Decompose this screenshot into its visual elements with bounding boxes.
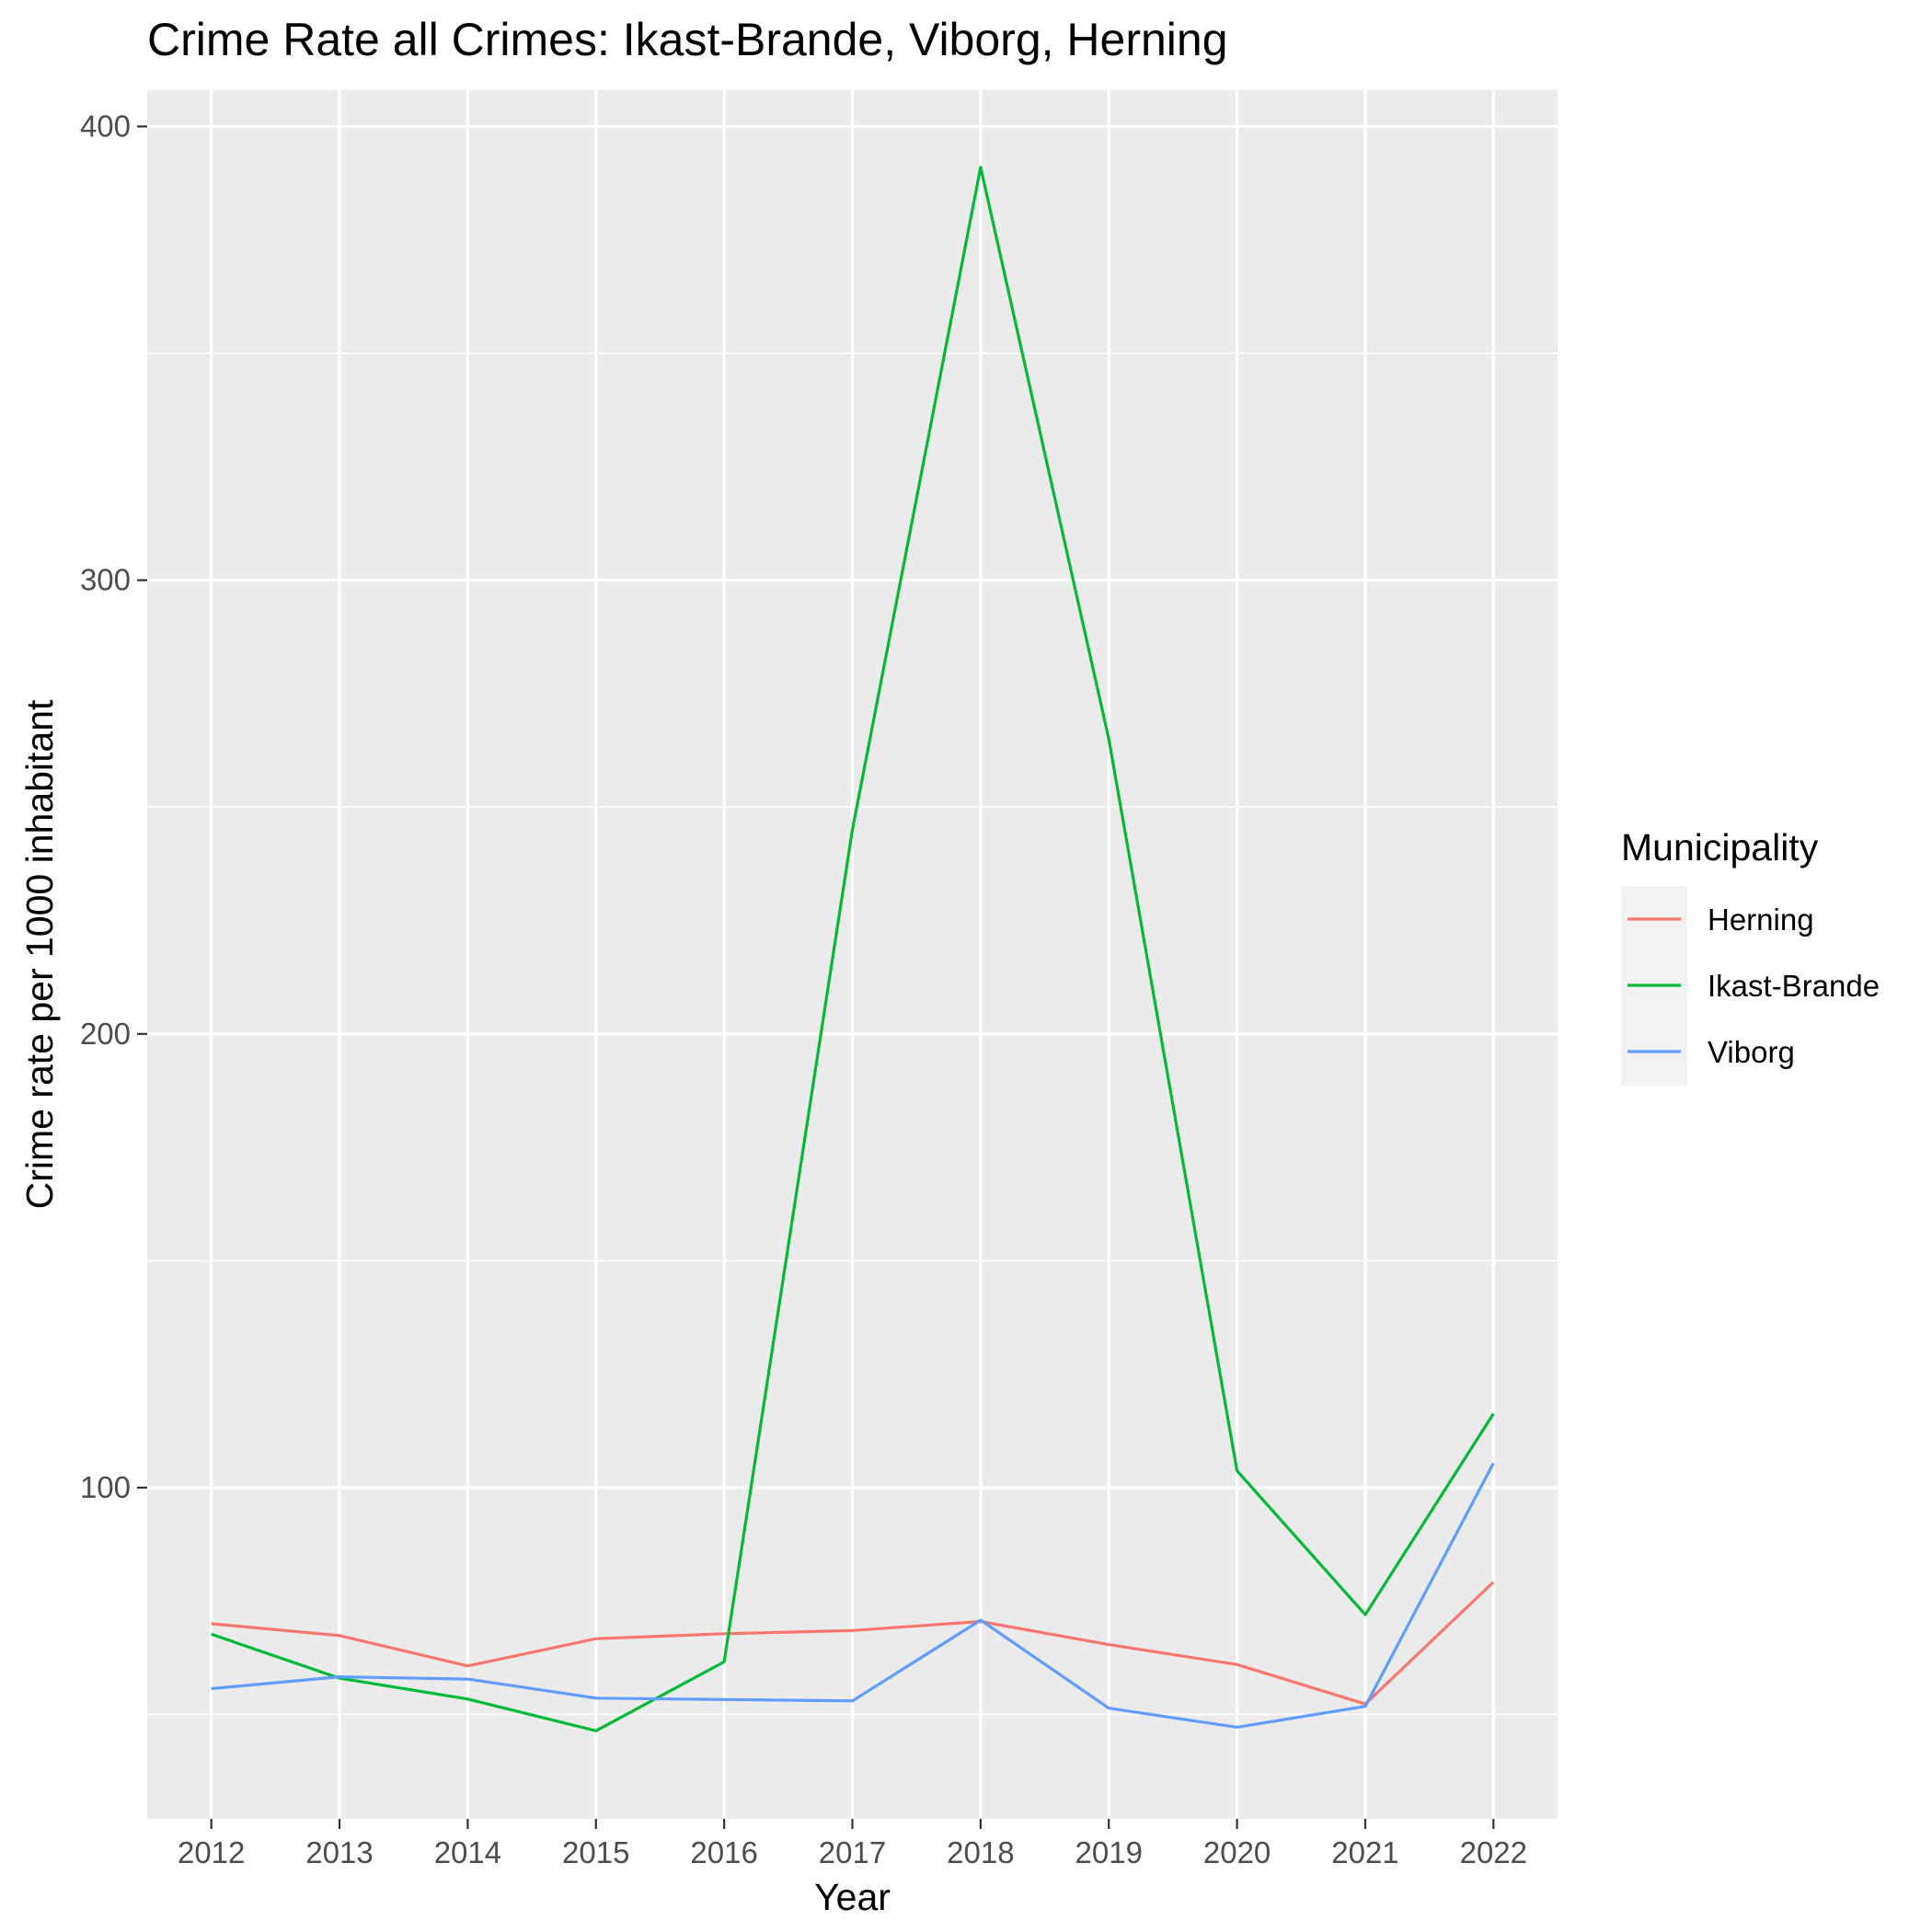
x-tick-label: 2018 (947, 1835, 1014, 1869)
y-tick-label: 200 (80, 1017, 131, 1051)
x-tick-label: 2016 (690, 1835, 757, 1869)
legend-title: Municipality (1621, 826, 1819, 868)
y-axis: 100 200 300 400 (80, 109, 147, 1504)
series-lines (211, 166, 1495, 1732)
legend-label-herning: Herning (1708, 903, 1814, 937)
legend-items: Herning Ikast-Brande Viborg (1627, 903, 1880, 1069)
legend-label-ikast-brande: Ikast-Brande (1708, 969, 1880, 1003)
series-line-herning (211, 1581, 1495, 1706)
x-tick-label: 2021 (1331, 1835, 1398, 1869)
x-tick-label: 2022 (1460, 1835, 1527, 1869)
legend: Municipality Herning Ikast-Brande Viborg (1621, 826, 1880, 1086)
x-tick-label: 2017 (819, 1835, 886, 1869)
x-axis: 2012 2013 2014 2015 2016 2017 2018 2019 2020 2021… (178, 1819, 1527, 1869)
y-tick-label: 400 (80, 109, 131, 143)
x-tick-label: 2019 (1075, 1835, 1143, 1869)
x-axis-title: Year (814, 1876, 891, 1918)
x-tick-label: 2013 (305, 1835, 373, 1869)
x-tick-label: 2012 (178, 1835, 245, 1869)
x-tick-label: 2014 (434, 1835, 501, 1869)
chart-title: Crime Rate all Crimes: Ikast-Brande, Vib… (147, 14, 1228, 65)
y-tick-label: 300 (80, 563, 131, 597)
series-line-viborg (211, 1462, 1495, 1730)
series-line-ikast-brande (211, 166, 1495, 1732)
x-tick-label: 2015 (562, 1835, 629, 1869)
y-tick-label: 100 (80, 1470, 131, 1504)
major-gridlines (147, 90, 1558, 1819)
legend-label-viborg: Viborg (1708, 1035, 1795, 1069)
x-tick-label: 2020 (1203, 1835, 1271, 1869)
y-axis-title: Crime rate per 1000 inhabitant (18, 699, 61, 1209)
